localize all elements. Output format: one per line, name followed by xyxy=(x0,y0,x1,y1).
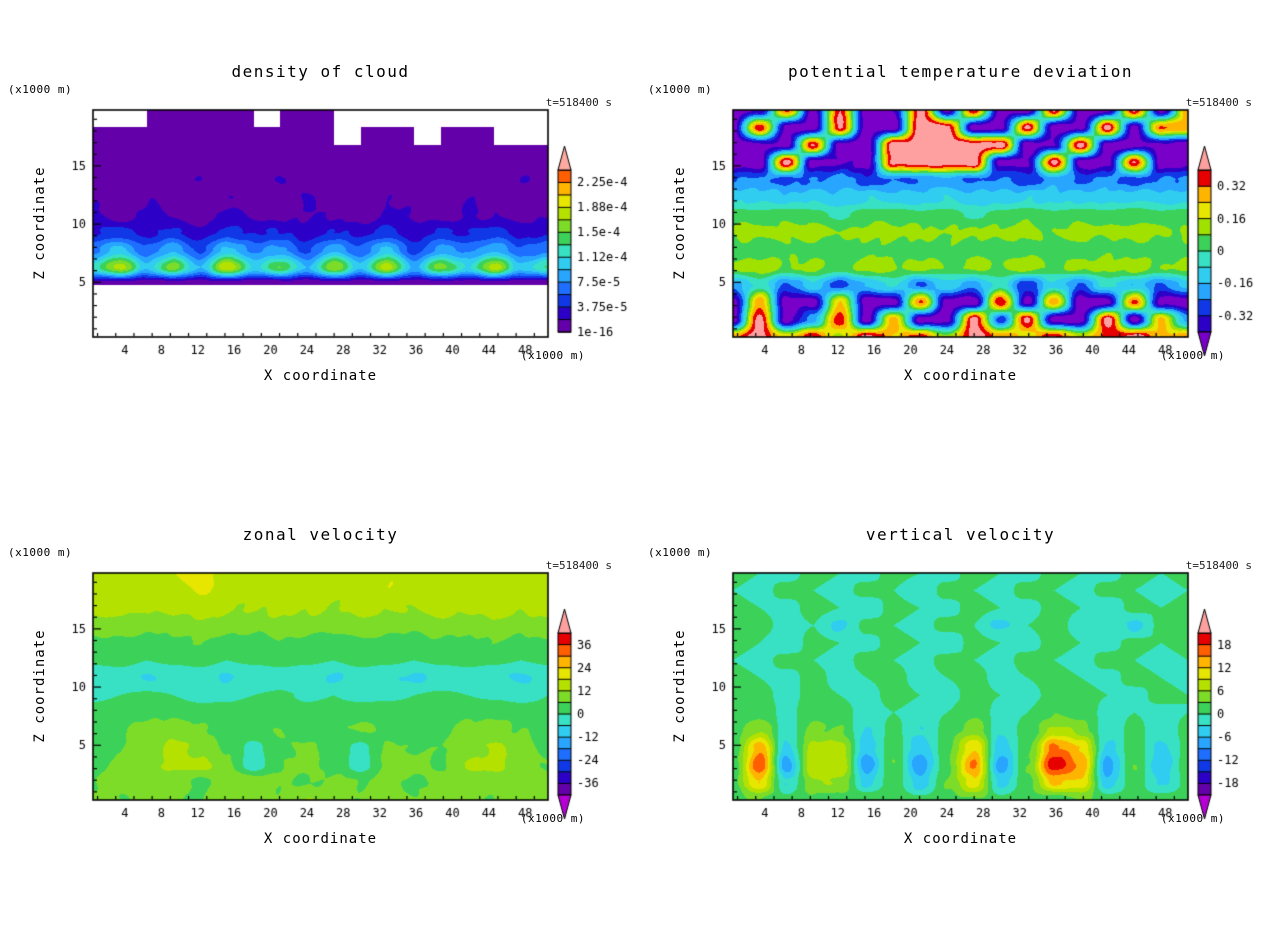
y-axis-unit-label: (x1000 m) xyxy=(8,546,73,559)
x-axis-label: X coordinate xyxy=(263,831,378,847)
panel-title: vertical velocity xyxy=(865,525,1056,544)
y-axis-unit-label: (x1000 m) xyxy=(648,83,713,96)
plot-canvas-density-of-cloud xyxy=(60,100,640,370)
y-axis-label: Z coordinate xyxy=(672,166,688,280)
x-axis-label: X coordinate xyxy=(903,368,1018,384)
plot-canvas-potential-temperature-deviation xyxy=(700,100,1280,370)
panel-title: zonal velocity xyxy=(242,525,399,544)
x-axis-label: X coordinate xyxy=(903,831,1018,847)
y-axis-label: Z coordinate xyxy=(32,166,48,280)
panel-potential-temperature-deviation: potential temperature deviation (x1000 m… xyxy=(640,0,1280,463)
y-axis-label: Z coordinate xyxy=(32,629,48,743)
y-axis-label: Z coordinate xyxy=(672,629,688,743)
plot-canvas-zonal-velocity xyxy=(60,563,640,833)
panel-title: density of cloud xyxy=(231,62,410,81)
panel-title: potential temperature deviation xyxy=(787,62,1134,81)
x-axis-unit-label: (x1000 m) xyxy=(520,812,585,825)
x-axis-unit-label: (x1000 m) xyxy=(520,349,585,362)
y-axis-unit-label: (x1000 m) xyxy=(648,546,713,559)
panel-vertical-velocity: vertical velocity (x1000 m) t=518400 s Z… xyxy=(640,463,1280,926)
plot-canvas-vertical-velocity xyxy=(700,563,1280,833)
panel-zonal-velocity: zonal velocity (x1000 m) t=518400 s Z co… xyxy=(0,463,640,926)
panel-density-of-cloud: density of cloud (x1000 m) t=518400 s Z … xyxy=(0,0,640,463)
y-axis-unit-label: (x1000 m) xyxy=(8,83,73,96)
x-axis-unit-label: (x1000 m) xyxy=(1160,349,1225,362)
x-axis-unit-label: (x1000 m) xyxy=(1160,812,1225,825)
x-axis-label: X coordinate xyxy=(263,368,378,384)
